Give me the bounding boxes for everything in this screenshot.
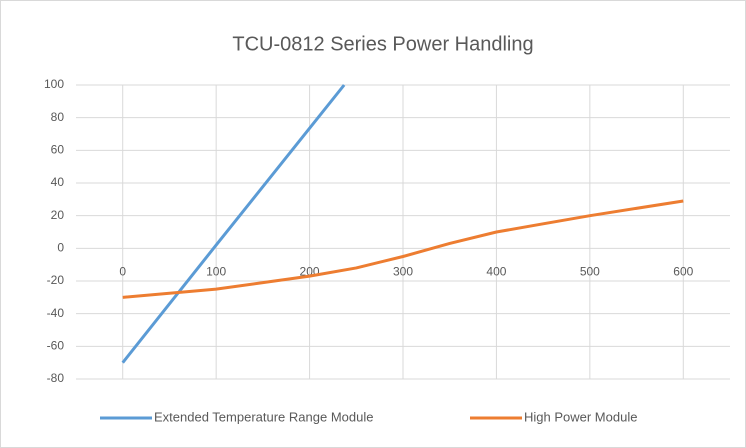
legend-label: High Power Module — [524, 409, 637, 424]
y-tick-label: 40 — [51, 175, 65, 189]
x-tick-label: 100 — [206, 265, 226, 279]
x-tick-label: 300 — [393, 265, 413, 279]
x-tick-label: 0 — [119, 265, 126, 279]
y-tick-label: -60 — [47, 339, 65, 353]
line-series — [122, 199, 684, 299]
y-tick-label: 20 — [51, 208, 65, 222]
y-tick-label: -20 — [47, 273, 65, 287]
y-tick-label: 60 — [51, 143, 65, 157]
line-series — [121, 84, 346, 364]
x-tick-label: 600 — [673, 265, 693, 279]
y-tick-label: 100 — [44, 77, 64, 91]
x-tick-label: 500 — [580, 265, 600, 279]
y-tick-label: -40 — [47, 306, 65, 320]
legend-label: Extended Temperature Range Module — [154, 409, 373, 424]
x-tick-label: 400 — [486, 265, 506, 279]
chart-title: TCU-0812 Series Power Handling — [232, 33, 533, 55]
y-tick-label: 80 — [51, 110, 65, 124]
y-tick-label: -80 — [47, 371, 65, 385]
y-tick-label: 0 — [57, 241, 64, 255]
